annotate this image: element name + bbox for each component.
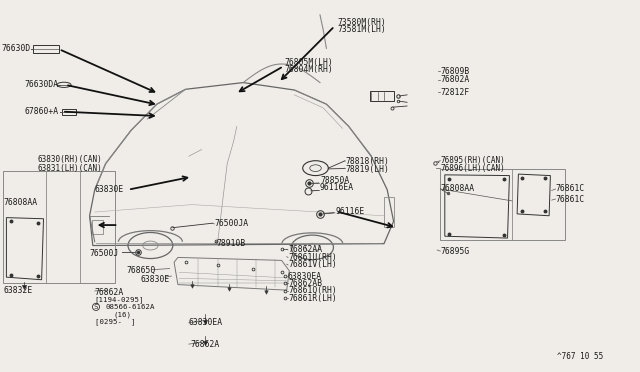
Text: 67860+A: 67860+A xyxy=(25,107,59,116)
Text: 96116E: 96116E xyxy=(336,207,365,216)
Text: 63830EA: 63830EA xyxy=(288,272,322,280)
Text: 76804M(RH): 76804M(RH) xyxy=(285,65,333,74)
Text: 76808AA: 76808AA xyxy=(3,198,37,207)
Text: 76500JA: 76500JA xyxy=(214,219,248,228)
Bar xyxy=(62,109,76,115)
Text: S: S xyxy=(94,304,98,310)
Text: 76805M(LH): 76805M(LH) xyxy=(285,58,333,67)
Text: 76630DA: 76630DA xyxy=(25,80,59,89)
Text: ^767 10 55: ^767 10 55 xyxy=(557,352,603,361)
Text: 96116EA: 96116EA xyxy=(320,183,354,192)
Text: 76630D: 76630D xyxy=(1,44,31,53)
Text: 76896(LH)(CAN): 76896(LH)(CAN) xyxy=(440,164,505,173)
Text: 76862A: 76862A xyxy=(95,288,124,296)
Text: 63830E: 63830E xyxy=(141,275,170,283)
Bar xyxy=(440,169,565,240)
Text: 76895G: 76895G xyxy=(440,247,470,256)
Text: 76861C: 76861C xyxy=(556,185,585,193)
Text: 72812F: 72812F xyxy=(440,88,470,97)
Text: [0295-  ]: [0295- ] xyxy=(95,318,135,325)
Text: 76500J: 76500J xyxy=(89,249,118,258)
Text: 63830E: 63830E xyxy=(95,185,124,194)
Text: 76802A: 76802A xyxy=(440,76,470,84)
Bar xyxy=(3,171,115,283)
Text: 78910B: 78910B xyxy=(216,239,246,248)
Bar xyxy=(33,45,59,53)
Text: 76895(RH)(CAN): 76895(RH)(CAN) xyxy=(440,156,505,165)
Text: 76862AB: 76862AB xyxy=(288,279,322,288)
Text: 63830EA: 63830EA xyxy=(189,318,223,327)
Text: 76861Q(RH): 76861Q(RH) xyxy=(288,286,337,295)
Text: 63831(LH)(CAN): 63831(LH)(CAN) xyxy=(37,164,102,173)
Text: 76865Q: 76865Q xyxy=(127,266,156,275)
Text: 76809B: 76809B xyxy=(440,67,470,76)
Text: 73580M(RH): 73580M(RH) xyxy=(338,18,387,27)
Text: (16): (16) xyxy=(114,311,132,318)
Text: 73581M(LH): 73581M(LH) xyxy=(338,25,387,34)
Text: 78819(LH): 78819(LH) xyxy=(346,165,390,174)
Text: 08566-6162A: 08566-6162A xyxy=(106,304,155,310)
Text: 78850A: 78850A xyxy=(320,176,349,185)
Bar xyxy=(384,197,394,227)
Text: 76861U(RH): 76861U(RH) xyxy=(288,253,337,262)
Bar xyxy=(370,91,394,101)
Text: [1194-0295]: [1194-0295] xyxy=(95,296,144,303)
Text: 76862AA: 76862AA xyxy=(288,246,322,254)
Text: 76861C: 76861C xyxy=(556,195,585,203)
Text: 63832E: 63832E xyxy=(3,286,33,295)
Text: 63830(RH)(CAN): 63830(RH)(CAN) xyxy=(37,155,102,164)
Text: 76861V(LH): 76861V(LH) xyxy=(288,260,337,269)
Text: 76862A: 76862A xyxy=(191,340,220,349)
Text: 78818(RH): 78818(RH) xyxy=(346,157,390,166)
Text: 76861R(LH): 76861R(LH) xyxy=(288,294,337,303)
Bar xyxy=(92,220,103,234)
Text: 76808AA: 76808AA xyxy=(440,185,474,193)
